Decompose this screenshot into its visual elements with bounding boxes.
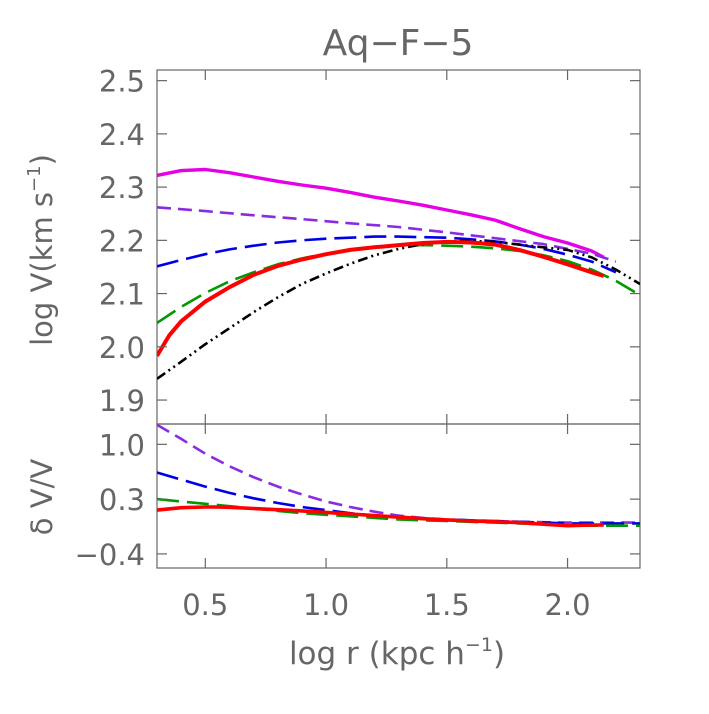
bottom-panel-y-ticks: −0.4 0.3 1.0 bbox=[75, 424, 640, 572]
chart-title: Aq−F−5 bbox=[323, 23, 474, 64]
top-y-tick-label: 2.0 bbox=[99, 331, 145, 365]
bottom-panel: −0.4 0.3 1.0 bbox=[75, 423, 641, 572]
top-series-line-1 bbox=[157, 167, 605, 259]
top-series-line-2 bbox=[157, 206, 617, 263]
top-y-axis-label-close: ) bbox=[25, 154, 59, 165]
bottom-y-tick-label: 1.0 bbox=[99, 428, 145, 462]
top-series-line-6 bbox=[157, 239, 605, 357]
top-y-tick-label: 2.2 bbox=[99, 224, 145, 258]
top-y-tick-label: 2.4 bbox=[99, 118, 145, 152]
bottom-series-line-4 bbox=[157, 505, 604, 528]
x-tick-label: 2.0 bbox=[544, 588, 590, 622]
x-axis-label-close: ) bbox=[493, 636, 505, 672]
x-tick-label: 1.5 bbox=[424, 588, 470, 622]
bottom-y-tick-label: 0.3 bbox=[99, 483, 145, 517]
top-y-tick-label: 2.1 bbox=[99, 278, 145, 312]
top-y-axis-label-main: log V(km s bbox=[25, 192, 59, 346]
top-panel-series bbox=[157, 167, 640, 380]
bottom-y-tick-label: −0.4 bbox=[75, 538, 145, 572]
top-series-line-4 bbox=[157, 243, 640, 324]
top-panel-y-ticks: 1.9 2.0 2.1 2.2 2.3 2.4 2.5 bbox=[99, 65, 640, 424]
top-panel-y-axis-label: log V(km s−1) bbox=[24, 154, 59, 346]
top-y-tick-label: 2.5 bbox=[99, 65, 145, 99]
top-series-line-5 bbox=[157, 239, 640, 380]
bottom-panel-y-axis-label: δ V/V bbox=[25, 459, 59, 536]
top-y-tick-label: 2.3 bbox=[99, 171, 145, 205]
top-series-line-3 bbox=[157, 235, 617, 274]
top-y-tick-label: 1.9 bbox=[99, 384, 145, 418]
x-axis-label-main: log r (kpc h bbox=[289, 636, 465, 672]
x-axis-label-superscript: −1 bbox=[465, 634, 493, 656]
x-tick-label: 0.5 bbox=[182, 588, 228, 622]
bottom-panel-frame bbox=[156, 423, 641, 569]
top-panel: 1.9 2.0 2.1 2.2 2.3 2.4 2.5 bbox=[99, 65, 641, 425]
x-tick-label: 1.0 bbox=[303, 588, 349, 622]
x-ticks: 0.5 1.0 1.5 2.0 bbox=[182, 588, 590, 622]
top-y-axis-label-superscript: −1 bbox=[24, 165, 45, 192]
x-axis-label: log r (kpc h−1) bbox=[289, 634, 505, 672]
bottom-panel-series bbox=[157, 424, 640, 528]
